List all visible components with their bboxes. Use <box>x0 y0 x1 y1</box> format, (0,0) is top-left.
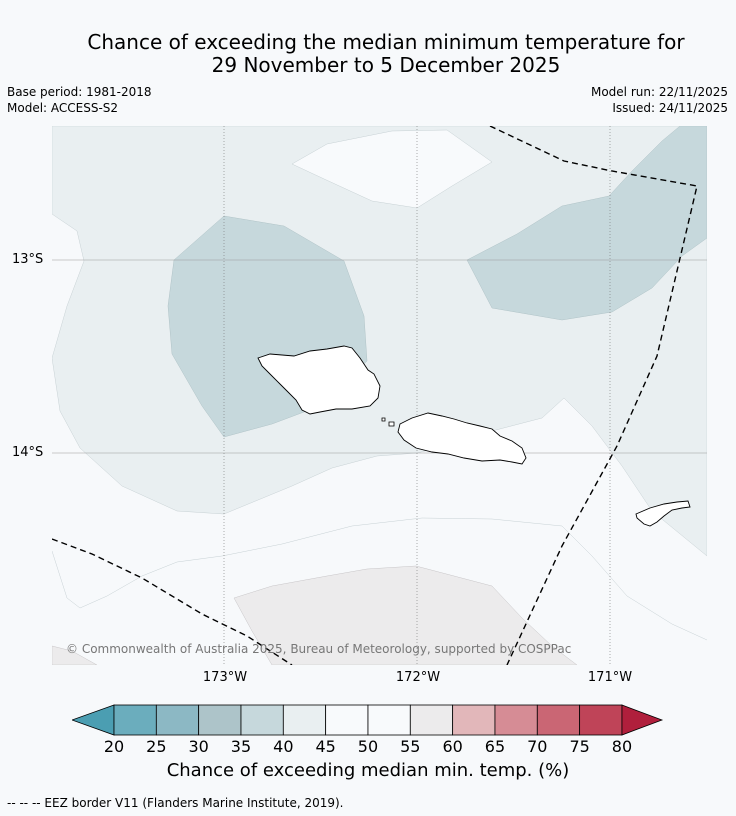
colorbar-tick-50: 50 <box>357 737 379 756</box>
colorbar-tick-60: 60 <box>442 737 463 756</box>
colorbar-extend-high <box>621 704 664 736</box>
title-line-1: Chance of exceeding the median minimum t… <box>87 30 685 54</box>
eez-border-south-west <box>52 538 293 665</box>
issued-date: Issued: 24/11/2025 <box>612 101 728 115</box>
lon-label-173w: 173°W <box>202 670 248 685</box>
colorbar-segment-70-75 <box>536 704 581 736</box>
meta-right: Model run: 22/11/2025 Issued: 24/11/2025 <box>591 84 728 116</box>
colorbar-segment-75-80 <box>579 704 623 736</box>
colorbar-extend-low <box>72 704 115 736</box>
contour-55-60-south <box>233 565 578 665</box>
copyright-notice: © Commonwealth of Australia 2025, Bureau… <box>66 642 571 656</box>
island-savaii <box>257 345 381 415</box>
island-apolima <box>381 417 386 422</box>
colorbar-segment-35-40 <box>240 704 284 736</box>
colorbar-tick-55: 55 <box>400 737 421 756</box>
colorbar-segment-55-60 <box>409 704 454 736</box>
meta-left: Base period: 1981-2018 Model: ACCESS-S2 <box>7 84 152 116</box>
colorbar-tick-65: 65 <box>484 737 506 756</box>
base-period: Base period: 1981-2018 <box>7 85 152 99</box>
colorbar <box>72 704 664 736</box>
colorbar-tick-70: 70 <box>527 737 548 756</box>
model-name: Model: ACCESS-S2 <box>7 101 119 115</box>
contour-35-40-east <box>466 126 707 321</box>
title-line-2: 29 November to 5 December 2025 <box>211 53 561 77</box>
colorbar-segment-50-55 <box>367 704 411 736</box>
map-panel: © Commonwealth of Australia 2025, Bureau… <box>52 126 707 665</box>
model-run: Model run: 22/11/2025 <box>590 85 728 99</box>
colorbar-tick-35: 35 <box>230 737 252 756</box>
island-upolu <box>397 412 527 465</box>
eez-border-north-east <box>489 126 698 665</box>
colorbar-segment-65-70 <box>494 704 538 736</box>
colorbar-segment-30-35 <box>198 704 242 736</box>
contour-white-north <box>291 129 493 209</box>
colorbar-tick-75: 75 <box>569 737 590 756</box>
colorbar-title: Chance of exceeding median min. temp. (%… <box>166 760 570 781</box>
lat-label-14s: 14°S <box>12 445 44 460</box>
colorbar-segment-40-45 <box>282 704 327 736</box>
colorbar-tick-25: 25 <box>146 737 167 756</box>
island-manono <box>388 421 395 427</box>
contour-line-1 <box>52 517 707 641</box>
colorbar-segment-45-50 <box>325 704 369 736</box>
lat-label-13s: 13°S <box>12 252 44 267</box>
lon-label-171w: 171°W <box>587 670 633 685</box>
lon-label-172w: 172°W <box>395 670 441 685</box>
island-tutuila <box>635 500 691 527</box>
colorbar-segment-20-25 <box>113 704 157 736</box>
colorbar-tick-45: 45 <box>315 737 336 756</box>
map-title: Chance of exceeding the median minimum t… <box>0 31 736 77</box>
colorbar-tick-20: 20 <box>103 737 125 756</box>
colorbar-segment-25-30 <box>155 704 200 736</box>
contour-55-60-southwest <box>52 645 98 665</box>
colorbar-segment-60-65 <box>452 704 496 736</box>
colorbar-tick-80: 80 <box>611 737 633 756</box>
colorbar-tick-30: 30 <box>188 737 209 756</box>
colorbar-tick-40: 40 <box>273 737 294 756</box>
eez-footnote: -- -- -- EEZ border V11 (Flanders Marine… <box>7 796 344 810</box>
